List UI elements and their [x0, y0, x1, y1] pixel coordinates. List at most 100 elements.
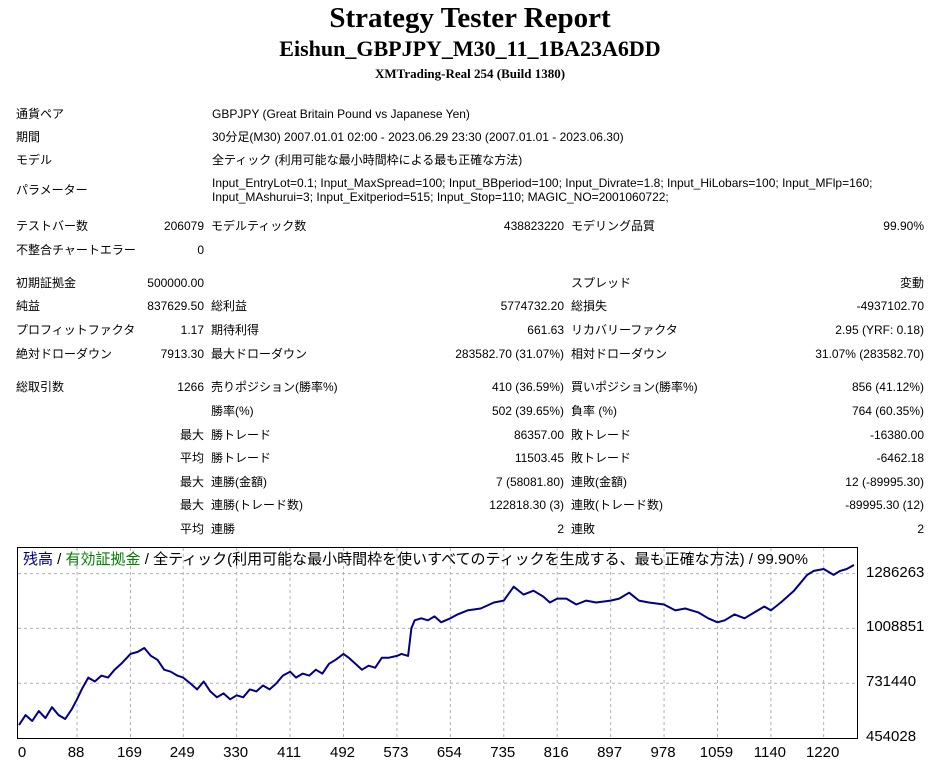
balance-chart-plot: [18, 548, 857, 738]
gross-profit-value: 5774732.20: [500, 299, 564, 313]
consec-loss-amount-value: 12 (-89995.30): [845, 475, 924, 489]
total-trades-value: 1266: [177, 380, 204, 394]
avg-loss-trade-value: -6462.18: [876, 451, 924, 465]
consec-loss-amount-label: 連敗(金額): [571, 475, 627, 489]
x-tick-label: 978: [650, 744, 676, 761]
x-tick-label: 330: [223, 744, 249, 761]
symbol-label: 通貨ペア: [16, 107, 65, 121]
y-tick-label: 1008851: [866, 618, 925, 636]
abs-drawdown-label: 絶対ドローダウン: [16, 347, 113, 361]
max-drawdown-value: 283582.70 (31.07%): [455, 347, 564, 361]
deposit-value: 500000.00: [147, 276, 204, 290]
avg-prefix: 平均: [180, 522, 205, 536]
avg-consec-win-label: 連勝: [211, 522, 236, 536]
legend-balance: 残高: [23, 551, 54, 568]
recovery-factor-value: 2.95 (YRF: 0.18): [835, 323, 924, 337]
expected-payoff-label: 期待利得: [211, 323, 260, 337]
max-prefix: 最大: [180, 498, 205, 512]
quality-value: 99.90%: [883, 219, 924, 233]
expected-payoff-value: 661.63: [527, 323, 564, 337]
max-prefix: 最大: [180, 475, 205, 489]
consec-loss-trades-value: -89995.30 (12): [845, 498, 924, 512]
server-info: XMTrading-Real 254 (Build 1380): [374, 66, 566, 81]
loss-rate-label: 負率 (%): [571, 404, 617, 418]
recovery-factor-label: リカバリーファクタ: [571, 323, 678, 337]
ticks-value: 438823220: [503, 219, 564, 233]
x-tick-label: 411: [277, 744, 302, 761]
legend-equity: 有効証拠金: [65, 551, 141, 568]
max-loss-trade-label: 敗トレード: [571, 428, 632, 442]
avg-prefix: 平均: [180, 451, 205, 465]
max-win-trade-label: 勝トレード: [211, 428, 272, 442]
max-prefix: 最大: [180, 428, 205, 442]
avg-win-trade-label: 勝トレード: [211, 451, 272, 465]
bars-value: 206079: [163, 219, 204, 233]
symbol-value: GBPJPY (Great Britain Pound vs Japanese …: [212, 107, 470, 121]
legend-model-description: 全ティック(利用可能な最小時間枠を使いすべてのティックを生成する、最も正確な方法…: [153, 551, 808, 568]
win-rate-label: 勝率(%): [211, 404, 254, 418]
balance-line: [18, 564, 855, 726]
model-label: モデル: [16, 153, 53, 167]
x-tick-label: 169: [116, 744, 142, 761]
avg-consec-loss-value: 2: [917, 522, 924, 536]
x-tick-label: 88: [67, 744, 85, 761]
max-loss-trade-value: -16380.00: [869, 428, 924, 442]
profit-factor-label: プロフィットファクタ: [16, 323, 136, 337]
consec-win-amount-label: 連勝(金額): [211, 475, 267, 489]
legend-separator: /: [140, 551, 154, 568]
gross-loss-value: -4937102.70: [856, 299, 924, 313]
long-positions-value: 856 (41.12%): [851, 380, 924, 394]
consec-loss-trades-label: 連敗(トレード数): [571, 498, 663, 512]
x-tick-label: 249: [169, 744, 195, 761]
consec-win-trades-value: 122818.30 (3): [489, 498, 564, 512]
report-title: Strategy Tester Report: [329, 2, 611, 34]
y-tick-label: 1286263: [866, 563, 925, 581]
x-tick-label: 816: [543, 744, 569, 761]
x-tick-label: 0: [17, 744, 27, 761]
net-profit-label: 純益: [16, 299, 41, 313]
legend-separator: /: [53, 551, 66, 568]
errors-label: 不整合チャートエラー: [16, 243, 136, 257]
short-positions-label: 売りポジション(勝率%): [211, 380, 338, 394]
avg-consec-loss-label: 連敗: [571, 522, 596, 536]
avg-win-trade-value: 11503.45: [514, 451, 564, 465]
avg-loss-trade-label: 敗トレード: [571, 451, 632, 465]
total-trades-label: 総取引数: [16, 380, 65, 394]
rel-drawdown-label: 相対ドローダウン: [571, 347, 668, 361]
x-tick-label: 735: [490, 744, 516, 761]
quality-label: モデリング品質: [571, 219, 656, 233]
x-tick-label: 1059: [699, 744, 734, 761]
max-drawdown-label: 最大ドローダウン: [211, 347, 308, 361]
period-label: 期間: [16, 130, 41, 144]
x-tick-label: 492: [329, 744, 356, 761]
model-value: 全ティック (利用可能な最小時間枠による最も正確な方法): [212, 153, 523, 167]
spread-label: スプレッド: [571, 276, 632, 290]
y-tick-label: 454028: [866, 728, 917, 745]
profit-factor-value: 1.17: [180, 323, 204, 337]
net-profit-value: 837629.50: [147, 299, 204, 313]
spread-value: 変動: [899, 276, 924, 290]
report-subtitle: Eishun_GBPJPY_M30_11_1BA23A6DD: [279, 36, 661, 61]
params-line-1: Input_EntryLot=0.1; Input_MaxSpread=100;…: [212, 176, 873, 190]
consec-win-trades-label: 連勝(トレード数): [211, 498, 303, 512]
x-tick-label: 1220: [805, 744, 840, 761]
y-tick-label: 731440: [866, 673, 917, 691]
max-win-trade-value: 86357.00: [513, 428, 564, 442]
loss-rate-value: 764 (60.35%): [851, 404, 924, 418]
win-rate-value: 502 (39.65%): [491, 404, 564, 418]
errors-value: 0: [197, 243, 204, 257]
gross-profit-label: 総利益: [211, 299, 248, 313]
period-value: 30分足(M30) 2007.01.01 02:00 - 2023.06.29 …: [212, 130, 624, 144]
rel-drawdown-value: 31.07% (283582.70): [815, 347, 924, 361]
x-tick-label: 897: [597, 744, 623, 761]
params-label: パラメーター: [16, 183, 88, 197]
ticks-label: モデルティック数: [211, 219, 307, 233]
params-line-2: Input_MAshurui=3; Input_Exitperiod=515; …: [212, 190, 669, 204]
short-positions-value: 410 (36.59%): [491, 380, 564, 394]
deposit-label: 初期証拠金: [16, 276, 77, 290]
x-tick-label: 654: [436, 744, 462, 761]
gross-loss-label: 総損失: [571, 299, 608, 313]
x-tick-label: 1140: [753, 744, 787, 761]
balance-chart: [17, 547, 858, 739]
abs-drawdown-value: 7913.30: [160, 347, 204, 361]
